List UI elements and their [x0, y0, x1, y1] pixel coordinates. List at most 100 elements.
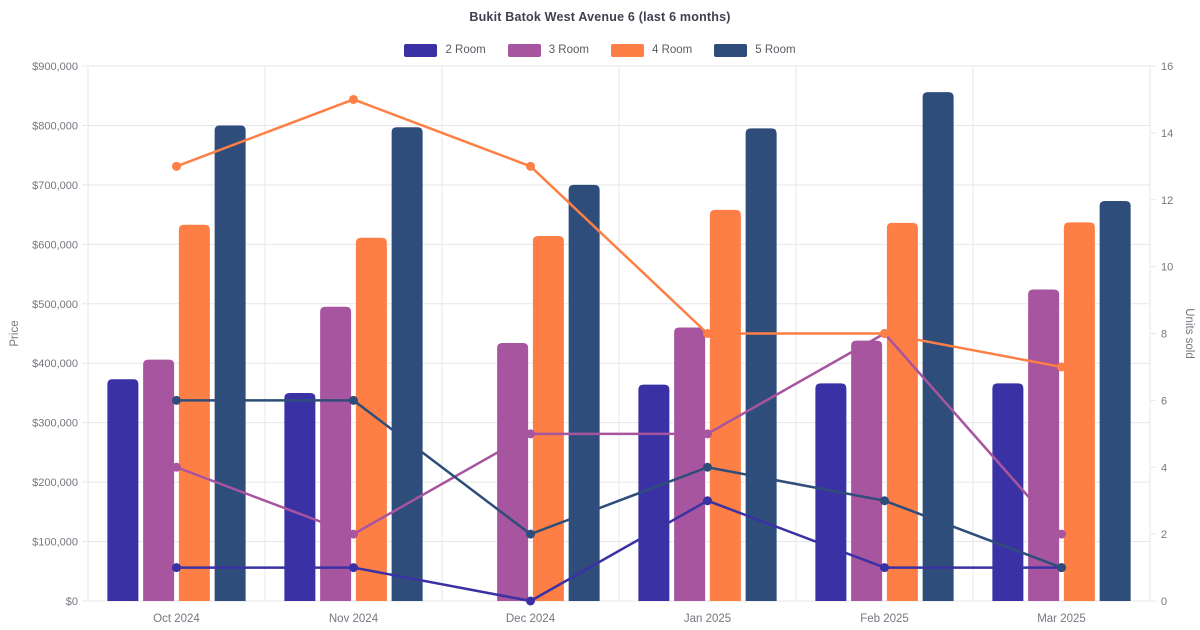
point-4-room-nov-2024[interactable] — [349, 94, 358, 104]
y2-tick-label: 16 — [1161, 61, 1173, 73]
bar-4-room-nov-2024[interactable] — [355, 237, 387, 602]
x-tick-label: Feb 2025 — [860, 613, 909, 625]
y-tick-label: $900,000 — [32, 61, 78, 73]
bar-series-4-room — [178, 209, 1095, 602]
bars — [107, 92, 1131, 602]
legend-swatch-5-room — [714, 43, 748, 57]
legend-swatch-3-room — [507, 43, 541, 57]
legend-label: 5 Room — [755, 44, 796, 56]
y2-tick-label: 2 — [1161, 529, 1167, 541]
right-axis-title: Units sold — [1183, 308, 1195, 359]
y2-tick-label: 14 — [1161, 128, 1173, 140]
y-tick-label: $100,000 — [32, 537, 78, 549]
legend-item-3-room[interactable]: 3 Room — [507, 43, 589, 57]
point-2-room-nov-2024[interactable] — [349, 563, 358, 573]
point-3-room-dec-2024[interactable] — [526, 429, 535, 439]
unit-lines — [172, 94, 1066, 606]
gridlines — [87, 65, 1151, 602]
line-5-room[interactable] — [176, 399, 1062, 569]
x-tick-label: Nov 2024 — [329, 613, 379, 625]
point-4-room-jan-2025[interactable] — [703, 329, 712, 338]
point-2-room-dec-2024[interactable] — [526, 596, 535, 606]
point-2-room-oct-2024[interactable] — [172, 563, 181, 573]
point-3-room-jan-2025[interactable] — [703, 429, 712, 439]
x-tick-label: Oct 2024 — [153, 613, 200, 625]
bar-3-room-oct-2024[interactable] — [143, 359, 175, 601]
bar-5-room-oct-2024[interactable] — [214, 125, 246, 601]
bar-4-room-mar-2025[interactable] — [1063, 222, 1095, 602]
bar-5-room-dec-2024[interactable] — [568, 184, 600, 601]
bar-3-room-dec-2024[interactable] — [497, 343, 529, 601]
point-4-room-dec-2024[interactable] — [526, 161, 535, 171]
point-4-room-feb-2025[interactable] — [880, 329, 889, 338]
bar-3-room-feb-2025[interactable] — [851, 340, 883, 601]
bar-4-room-dec-2024[interactable] — [532, 236, 564, 601]
bar-series-2-room — [107, 379, 1024, 601]
chart-title: Bukit Batok West Avenue 6 (last 6 months… — [469, 10, 731, 24]
y2-tick-label: 12 — [1161, 195, 1173, 207]
point-3-room-nov-2024[interactable] — [349, 529, 358, 539]
y-tick-label: $600,000 — [32, 239, 78, 251]
point-5-room-dec-2024[interactable] — [526, 529, 535, 539]
left-axis-title: Price — [9, 320, 21, 346]
legend-item-2-room[interactable]: 2 Room — [404, 43, 486, 57]
bar-2-room-nov-2024[interactable] — [284, 392, 316, 601]
y-tick-label: $200,000 — [32, 477, 78, 489]
legend-swatch-4-room — [611, 43, 644, 57]
bar-series-3-room — [143, 289, 1060, 601]
bar-2-room-feb-2025[interactable] — [815, 383, 847, 601]
legend-swatch-2-room — [404, 43, 438, 57]
line-3-room[interactable] — [176, 332, 1063, 536]
point-5-room-oct-2024[interactable] — [172, 395, 181, 405]
point-4-room-oct-2024[interactable] — [172, 161, 181, 171]
point-3-room-mar-2025[interactable] — [1057, 529, 1066, 539]
bar-3-room-jan-2025[interactable] — [674, 327, 706, 601]
bar-2-room-oct-2024[interactable] — [107, 379, 139, 601]
legend-label: 2 Room — [445, 44, 486, 56]
axis-labels: $0 $100,000 $200,000 $300,000 $400,000 $500,0… — [9, 61, 1195, 625]
bar-3-room-mar-2025[interactable] — [1028, 289, 1060, 601]
x-tick-label: Dec 2024 — [506, 613, 556, 625]
line-2-room[interactable] — [176, 499, 1062, 603]
bar-5-room-nov-2024[interactable] — [391, 127, 423, 601]
y-tick-label: $0 — [66, 596, 78, 608]
y2-tick-label: 8 — [1161, 329, 1167, 341]
y2-tick-label: 10 — [1161, 262, 1173, 274]
y2-tick-label: 4 — [1161, 462, 1167, 474]
point-2-room-feb-2025[interactable] — [880, 563, 889, 573]
bar-4-room-oct-2024[interactable] — [178, 224, 210, 601]
bar-2-room-mar-2025[interactable] — [992, 383, 1024, 601]
bar-2-room-jan-2025[interactable] — [638, 384, 670, 601]
point-2-room-jan-2025[interactable] — [703, 496, 712, 506]
y-tick-label: $800,000 — [32, 120, 78, 132]
line-4-room[interactable] — [176, 98, 1062, 369]
bar-4-room-jan-2025[interactable] — [709, 209, 741, 601]
bar-5-room-mar-2025[interactable] — [1099, 200, 1131, 601]
y-tick-label: $700,000 — [32, 180, 78, 192]
point-5-room-jan-2025[interactable] — [703, 462, 712, 472]
y-tick-label: $300,000 — [32, 418, 78, 430]
point-5-room-feb-2025[interactable] — [880, 496, 889, 506]
y2-tick-label: 0 — [1161, 596, 1167, 608]
bar-4-room-feb-2025[interactable] — [886, 222, 918, 601]
bar-3-room-nov-2024[interactable] — [320, 306, 352, 601]
x-tick-label: Mar 2025 — [1037, 613, 1086, 625]
y-tick-label: $400,000 — [32, 358, 78, 370]
x-tick-label: Jan 2025 — [684, 613, 731, 625]
point-4-room-mar-2025[interactable] — [1057, 362, 1066, 372]
legend-label: 3 Room — [548, 44, 589, 56]
point-5-room-nov-2024[interactable] — [349, 395, 358, 405]
legend-item-4-room[interactable]: 4 Room — [611, 43, 693, 57]
legend-item-5-room[interactable]: 5 Room — [714, 43, 796, 57]
point-5-room-mar-2025[interactable] — [1057, 563, 1066, 573]
bar-5-room-feb-2025[interactable] — [922, 92, 954, 602]
legend-label: 4 Room — [652, 44, 693, 56]
y-tick-label: $500,000 — [32, 299, 78, 311]
axis-ticks — [82, 65, 1156, 602]
y2-tick-label: 6 — [1161, 395, 1167, 407]
point-3-room-oct-2024[interactable] — [172, 462, 181, 472]
bar-series-5-room — [214, 92, 1131, 602]
bar-5-room-jan-2025[interactable] — [745, 128, 777, 601]
